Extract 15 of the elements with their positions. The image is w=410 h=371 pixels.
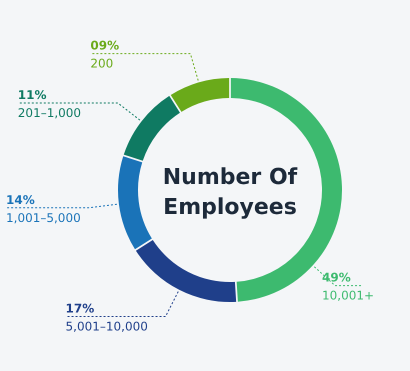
data-label: 49% (322, 270, 351, 285)
data-label: 09% (90, 38, 120, 53)
slice-label: 5,001–10,000 (66, 320, 148, 334)
donut-slice (124, 96, 180, 161)
slice-label: 1,001–5,000 (6, 210, 81, 225)
donut-slice (118, 156, 152, 250)
data-label: 17% (66, 302, 94, 316)
data-label: 11% (18, 88, 47, 102)
slice-label: 10,001+ (322, 288, 374, 303)
text: Number Of Employees (162, 165, 298, 220)
donut-slice (136, 240, 236, 302)
donut-slice (170, 78, 230, 112)
data-label: 14% (6, 192, 35, 207)
slice-label: 201–1,000 (18, 106, 82, 120)
slice-label: 200 (90, 56, 114, 71)
